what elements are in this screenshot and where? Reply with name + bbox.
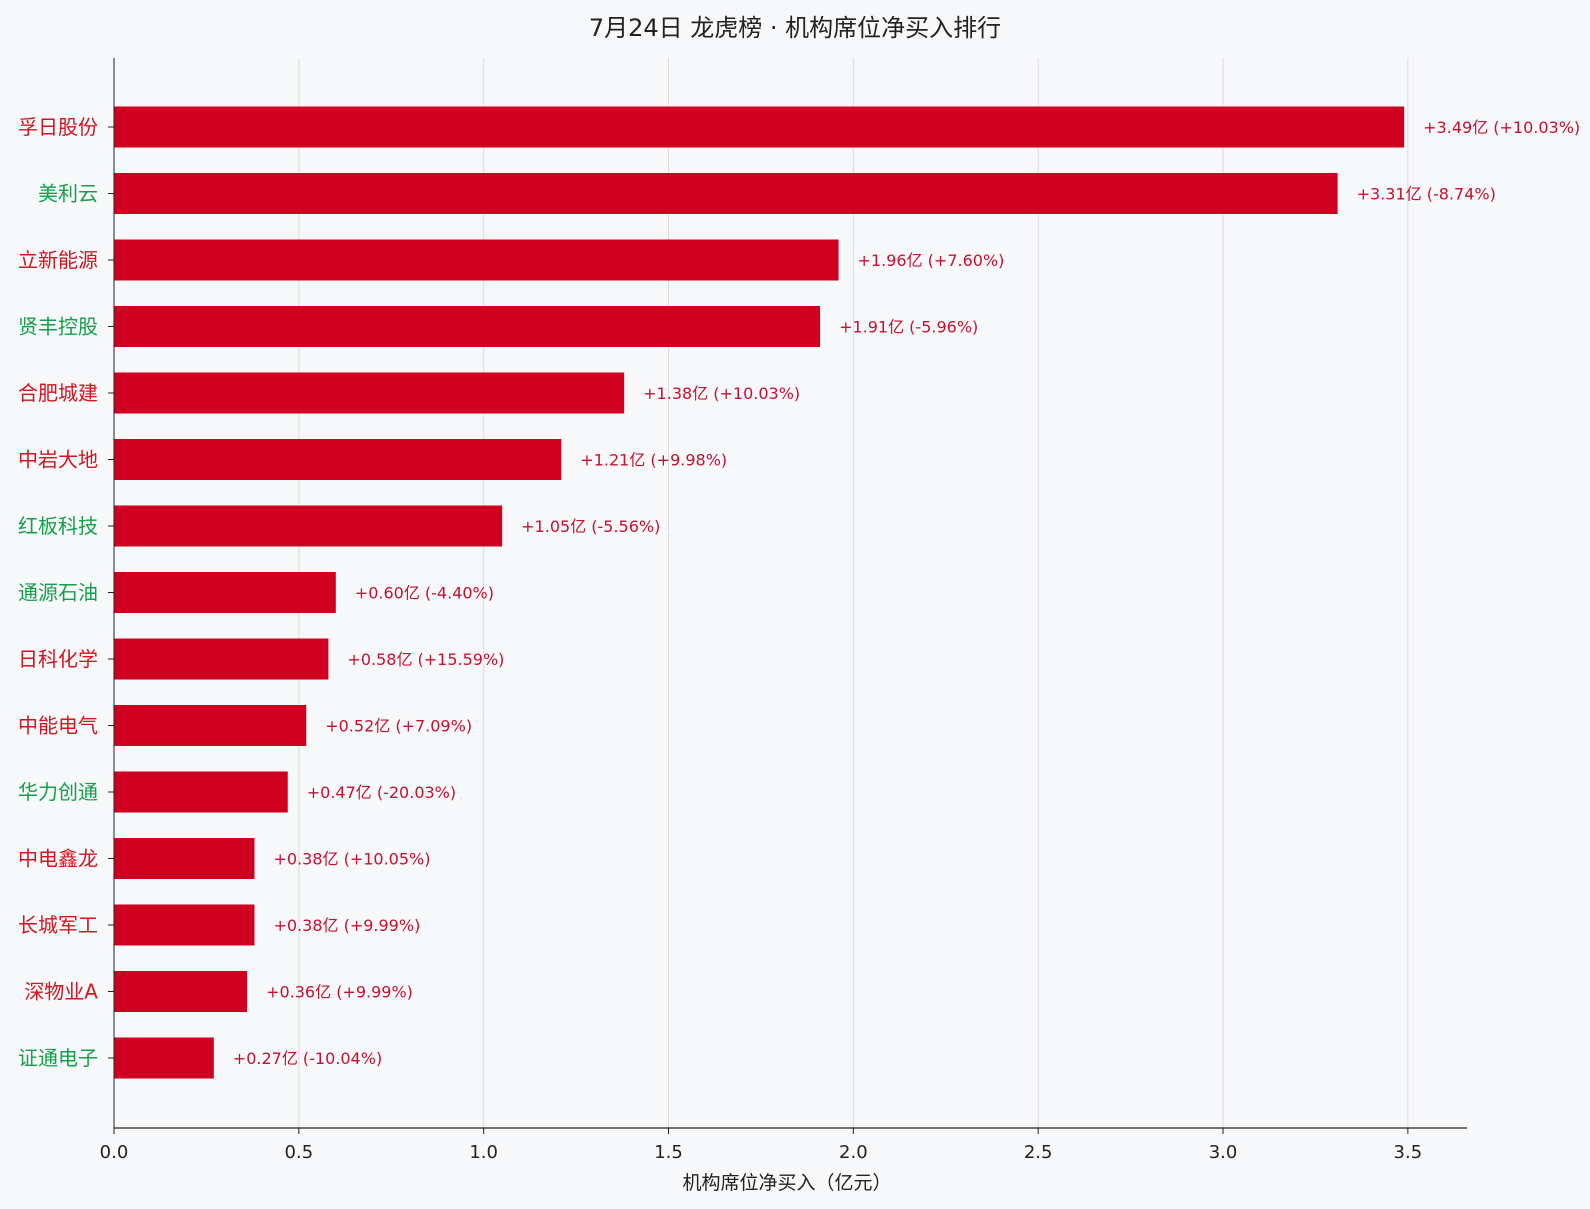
- category-label: 中岩大地: [18, 448, 98, 472]
- category-label: 华力创通: [18, 780, 98, 804]
- bar: [114, 239, 839, 281]
- bar: [114, 838, 255, 879]
- data-label: +1.91亿 (-5.96%): [839, 318, 978, 337]
- bar: [114, 1037, 214, 1079]
- category-label: 美利云: [38, 182, 98, 206]
- bar: [114, 439, 562, 480]
- category-label: 通源石油: [18, 581, 98, 605]
- category-label: 立新能源: [18, 248, 98, 272]
- bar: [114, 572, 336, 613]
- category-label: 证通电子: [18, 1046, 98, 1070]
- category-label: 合肥城建: [18, 381, 98, 405]
- x-tick-label: 0.0: [100, 1142, 129, 1163]
- bar: [114, 372, 625, 414]
- category-label: 长城军工: [18, 913, 98, 937]
- bar: [114, 106, 1405, 148]
- category-label: 红板科技: [18, 514, 98, 538]
- data-label: +3.31亿 (-8.74%): [1357, 185, 1496, 204]
- bar: [114, 638, 329, 680]
- data-label: +0.27亿 (-10.04%): [233, 1049, 382, 1068]
- category-label: 深物业A: [24, 980, 98, 1004]
- category-label: 中电鑫龙: [18, 847, 98, 871]
- x-tick-label: 1.0: [469, 1142, 498, 1163]
- x-tick-label: 3.0: [1209, 1142, 1238, 1163]
- chart-title: 7月24日 龙虎榜 · 机构席位净买入排行: [589, 14, 1001, 42]
- bar: [114, 173, 1338, 214]
- bar: [114, 505, 503, 547]
- data-label: +1.96亿 (+7.60%): [858, 251, 1005, 270]
- data-label: +0.36亿 (+9.99%): [266, 983, 413, 1002]
- bars: [114, 106, 1405, 1079]
- bar: [114, 771, 288, 813]
- bar: [114, 705, 307, 746]
- data-label: +0.52亿 (+7.09%): [325, 717, 472, 736]
- x-tick-label: 3.5: [1394, 1142, 1423, 1163]
- bar: [114, 971, 248, 1012]
- x-tick-label: 2.0: [839, 1142, 868, 1163]
- data-label: +0.58亿 (+15.59%): [347, 650, 504, 669]
- category-label: 中能电气: [18, 714, 98, 738]
- grid-lines: [298, 58, 1409, 1128]
- data-label: +1.05亿 (-5.56%): [521, 517, 660, 536]
- data-label: +0.60亿 (-4.40%): [355, 584, 494, 603]
- data-label: +1.21亿 (+9.98%): [580, 451, 727, 470]
- category-label: 日科化学: [18, 647, 98, 671]
- category-label: 孚日股份: [18, 115, 98, 139]
- data-label: +0.47亿 (-20.03%): [307, 783, 456, 802]
- data-label: +0.38亿 (+10.05%): [273, 850, 430, 869]
- bar: [114, 904, 255, 946]
- x-tick-label: 1.5: [654, 1142, 683, 1163]
- category-label: 贤丰控股: [18, 315, 98, 339]
- data-label: +3.49亿 (+10.03%): [1423, 118, 1580, 137]
- x-tick-label: 2.5: [1024, 1142, 1053, 1163]
- axes: 0.0 0.5 1.0 1.5 2.0 2.5 3.0 3.5: [100, 58, 1467, 1163]
- labels: 孚日股份 +3.49亿 (+10.03%) 美利云 +3.31亿 (-8.74%) 立新…: [18, 115, 1580, 1070]
- x-axis-label: 机构席位净买入（亿元）: [682, 1172, 891, 1194]
- bar: [114, 306, 821, 347]
- data-label: +0.38亿 (+9.99%): [273, 916, 420, 935]
- data-label: +1.38亿 (+10.03%): [643, 384, 800, 403]
- x-tick-label: 0.5: [285, 1142, 314, 1163]
